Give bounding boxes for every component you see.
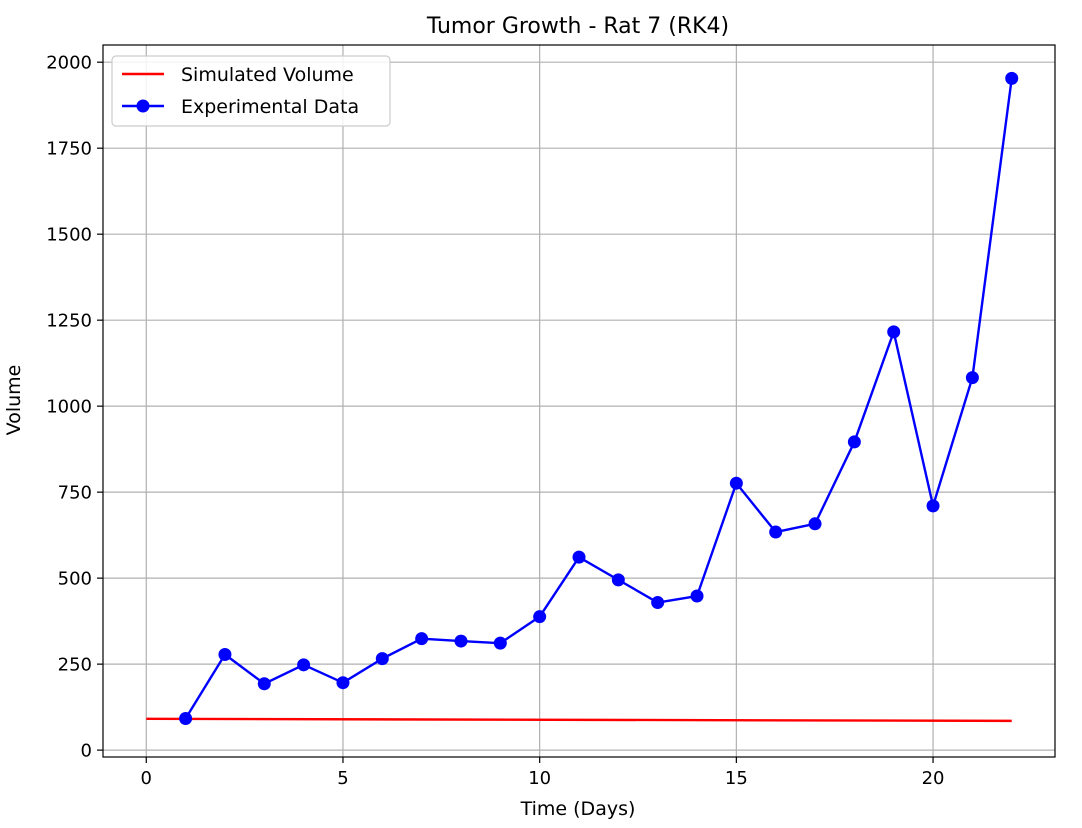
data-point — [887, 325, 901, 339]
y-tick-label: 250 — [58, 655, 92, 676]
legend-marker — [136, 99, 150, 113]
y-axis-label: Volume — [3, 365, 25, 436]
y-tick-label: 0 — [81, 741, 92, 762]
chart-title: Tumor Growth - Rat 7 (RK4) — [426, 14, 729, 39]
legend-label: Simulated Volume — [181, 64, 354, 86]
data-point — [690, 589, 704, 603]
series-line-1 — [184, 78, 1013, 720]
y-tick-label: 1750 — [46, 139, 92, 160]
x-tick-label: 15 — [725, 768, 748, 789]
axes-frame — [102, 44, 1056, 758]
x-axis: 0 5 10 15 20 — [141, 757, 945, 789]
data-point — [572, 550, 586, 564]
data-point — [336, 676, 350, 690]
y-tick-label: 1500 — [46, 225, 92, 246]
data-point — [651, 596, 665, 610]
x-tick-label: 20 — [922, 768, 945, 789]
data-point — [808, 517, 822, 531]
data-point — [415, 632, 429, 646]
y-tick-label: 500 — [58, 569, 92, 590]
data-point — [375, 652, 389, 666]
data-point — [847, 435, 861, 449]
y-axis: 0 250 500 750 1000 1250 1500 1750 2000 — [46, 53, 103, 762]
y-tick-label: 1250 — [46, 311, 92, 332]
x-tick-label: 0 — [141, 768, 152, 789]
data-point — [179, 711, 193, 725]
data-point — [533, 610, 547, 624]
data-point — [769, 525, 783, 539]
x-tick-label: 5 — [337, 768, 348, 789]
legend-box — [111, 55, 391, 127]
y-tick-label: 1000 — [46, 397, 92, 418]
data-point — [926, 499, 940, 513]
series-line-0 — [146, 717, 1012, 723]
data-point — [965, 371, 979, 385]
data-point — [257, 677, 271, 691]
data-point — [729, 476, 743, 490]
data-point — [611, 573, 625, 587]
grid-lines — [103, 45, 1055, 757]
data-point — [1005, 71, 1019, 85]
data-point — [493, 636, 507, 650]
x-axis-label: Time (Days) — [520, 798, 636, 820]
data-point — [218, 647, 232, 661]
data-point — [454, 634, 468, 648]
y-tick-label: 750 — [58, 483, 92, 504]
y-tick-label: 2000 — [46, 53, 92, 74]
legend: Simulated Volume Experimental Data — [111, 55, 391, 127]
x-tick-label: 10 — [528, 768, 551, 789]
series-layer — [146, 71, 1019, 725]
legend-label: Experimental Data — [181, 96, 359, 118]
data-point — [297, 658, 311, 672]
